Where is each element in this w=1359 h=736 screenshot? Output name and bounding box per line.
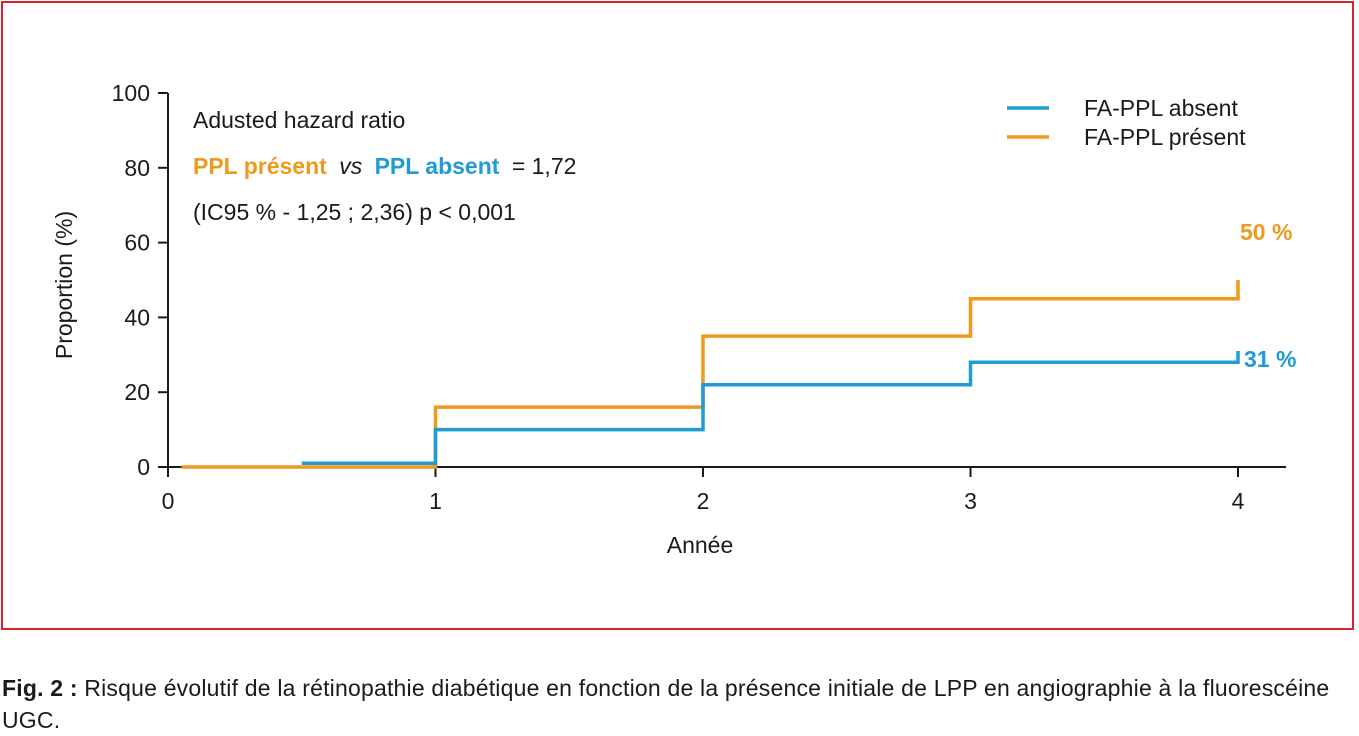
series-line-present — [181, 280, 1240, 469]
y-tick-label: 60 — [124, 230, 150, 256]
annotation-vs: vs — [339, 153, 363, 179]
x-tick-label: 4 — [1232, 488, 1245, 514]
legend: FA-PPL absent FA-PPL présent — [1007, 95, 1246, 150]
x-tick-label: 1 — [429, 488, 442, 514]
hazard-ratio-annotation: Adusted hazard ratio PPL présent vs PPL … — [193, 107, 576, 225]
legend-label: FA-PPL présent — [1084, 124, 1246, 150]
y-ticks: 0 20 40 60 80 100 — [112, 80, 168, 480]
x-tick-label: 3 — [964, 488, 977, 514]
annotation-title: Adusted hazard ratio — [193, 107, 405, 133]
y-tick-label: 0 — [137, 454, 150, 480]
figure-frame — [1, 1, 1354, 630]
y-tick-label: 80 — [124, 155, 150, 181]
x-tick-label: 0 — [162, 488, 175, 514]
caption-label: Fig. 2 : — [2, 675, 78, 701]
y-tick-label: 100 — [112, 80, 150, 106]
x-axis-label: Année — [667, 532, 734, 558]
annotation-absent: PPL absent — [375, 153, 500, 179]
series-group: 31 % 50 % — [181, 219, 1296, 469]
annotation-present: PPL présent — [193, 153, 327, 179]
y-tick-label: 40 — [124, 304, 150, 330]
y-tick-label: 20 — [124, 379, 150, 405]
x-tick-label: 2 — [697, 488, 710, 514]
figure-caption: Fig. 2 : Risque évolutif de la rétinopat… — [2, 672, 1357, 736]
y-axis-label: Proportion (%) — [51, 211, 77, 359]
annotation-ci: (IC95 % - 1,25 ; 2,36) p < 0,001 — [193, 199, 516, 225]
series-line-absent — [301, 351, 1240, 466]
legend-label: FA-PPL absent — [1084, 95, 1238, 121]
caption-text: Risque évolutif de la rétinopathie diabé… — [2, 675, 1330, 733]
end-label-present: 50 % — [1240, 219, 1292, 245]
annotation-value: = 1,72 — [512, 153, 577, 179]
x-ticks: 0 1 2 3 4 — [162, 467, 1245, 514]
annotation-comparison: PPL présent vs PPL absent = 1,72 — [193, 153, 576, 179]
end-label-absent: 31 % — [1244, 346, 1296, 372]
